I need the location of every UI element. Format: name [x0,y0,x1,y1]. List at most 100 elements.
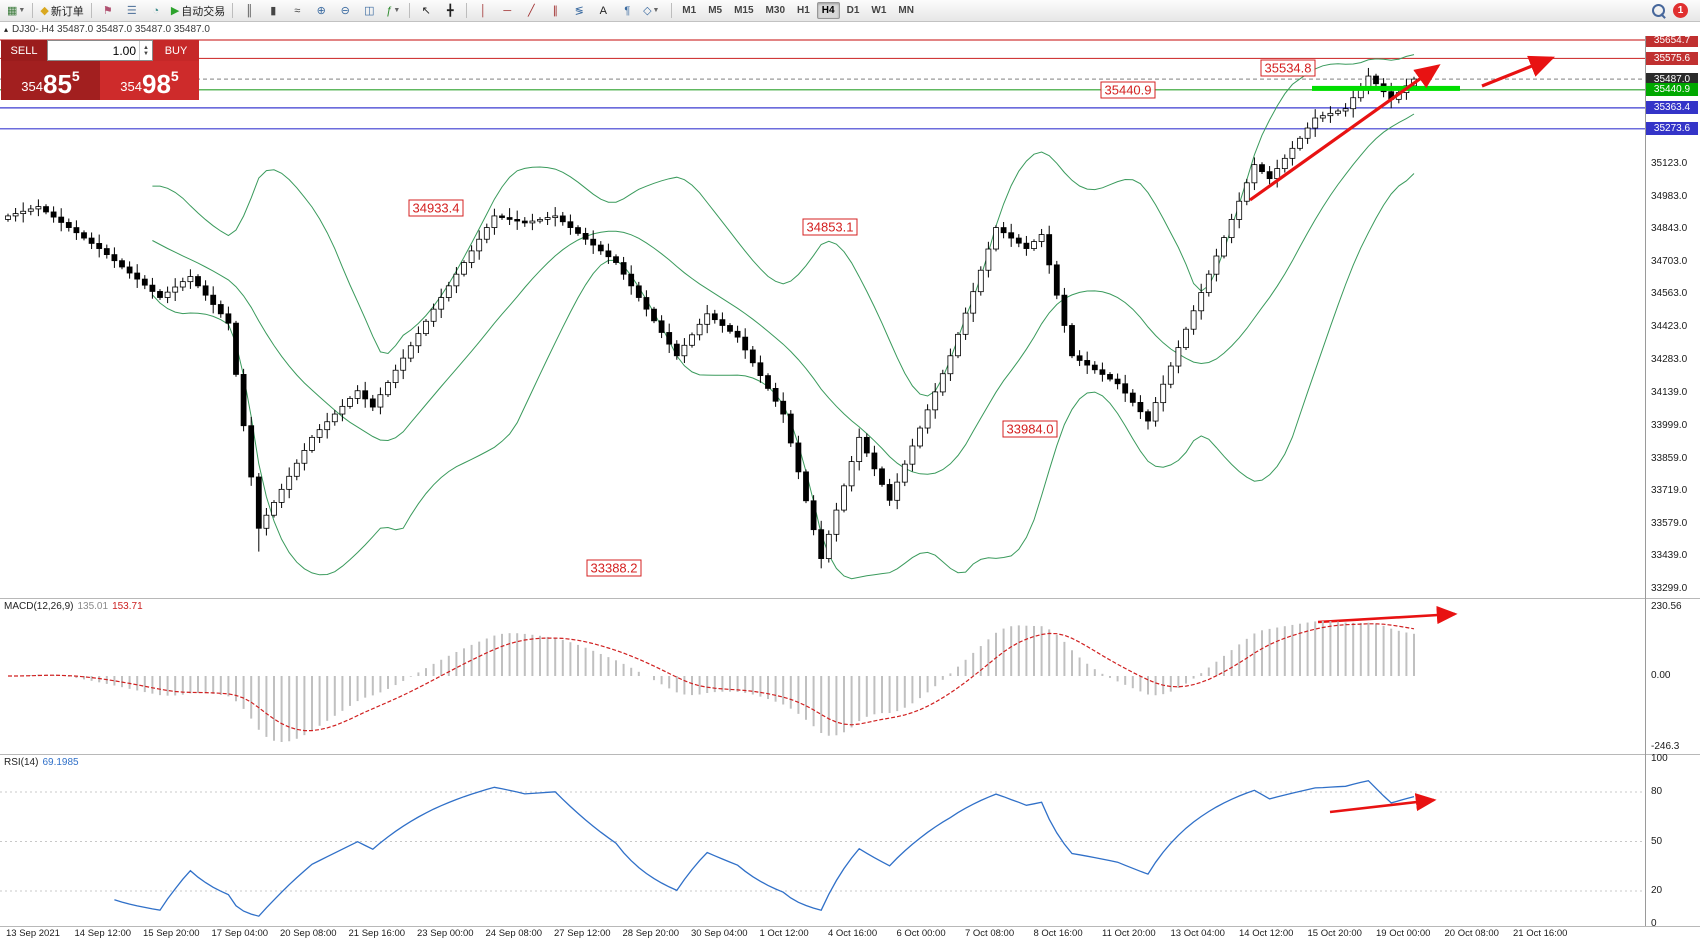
time-axis-label: 27 Sep 12:00 [554,928,611,939]
new-order-button[interactable]: ◆ 新订单 [38,2,85,20]
community-icon: ◔ [152,4,160,17]
timeframe-M15[interactable]: M15 [734,5,754,16]
toolbar-separator [671,3,673,18]
timeframe-H4[interactable]: H4 [816,2,840,19]
price-axis-label: 34283.0 [1651,353,1688,365]
zoom-in-icon[interactable]: ⊕ [310,2,332,20]
price-axis-label: 34139.0 [1651,387,1688,399]
cursor-icon[interactable]: ↖ [415,2,437,20]
spin-down-icon[interactable]: ▼ [143,50,149,57]
price-level-flag: 35487.0 [1646,72,1698,86]
time-axis-label: 20 Sep 08:00 [280,928,337,939]
price-axis-label: 34983.0 [1651,190,1688,202]
price-annotation[interactable]: 34853.1 [802,218,858,236]
time-axis-label: 19 Oct 00:00 [1376,928,1431,939]
macd-indicator-label: MACD(12,26,9) 135.01 153.71 [4,601,143,612]
price-annotation[interactable]: 34933.4 [408,199,464,217]
timeframe-M30[interactable]: M30 [765,5,785,16]
autotrading-icon: ▶ [170,5,180,17]
autotrading-button[interactable]: ▶ 自动交易 [169,2,227,20]
sell-price-big: 85 [42,69,72,99]
fibonacci-icon: ≶ [574,5,584,17]
sell-price[interactable]: 354 85 5 [1,61,100,100]
time-axis-label: 4 Oct 16:00 [828,928,878,939]
toolbar-separator [409,3,411,18]
chart-menu-icon[interactable]: ▴ [4,24,9,34]
shapes-icon: ◇ [643,5,652,17]
tile-windows-icon[interactable]: ◫ [358,2,380,20]
volume-value[interactable]: 1.00 [112,43,136,58]
price-axis-label: 33999.0 [1651,419,1688,431]
timeframe-W1[interactable]: W1 [871,5,887,16]
profile-icon[interactable]: ☰ [121,2,143,20]
timeframe-H1[interactable]: H1 [797,5,810,16]
notification-badge[interactable]: 1 [1673,3,1688,18]
time-axis-label: 14 Oct 12:00 [1239,928,1294,939]
horizontal-line-icon[interactable]: ─ [496,2,518,20]
shapes-icon[interactable]: ◇ ▼ [640,2,662,20]
autotrading-label: 自动交易 [181,5,226,18]
trendline-icon[interactable]: ╱ [520,2,542,20]
spin-up-icon[interactable]: ▲ [143,44,149,51]
bars-chart-icon[interactable]: ║ [238,2,260,20]
price-annotation[interactable]: 35534.8 [1260,59,1316,77]
toolbar-separator [232,3,234,18]
sell-price-small: 354 [21,79,43,94]
price-annotation[interactable]: 33984.0 [1002,420,1058,438]
price-annotation[interactable]: 33388.2 [586,559,642,577]
price-level-flag: 35440.9 [1646,83,1698,97]
vertical-line-icon[interactable]: │ [472,2,494,20]
label-icon[interactable]: ¶ [616,2,638,20]
timeframe-D1[interactable]: D1 [846,5,860,16]
volume-input[interactable]: 1.00 ▲ ▼ [47,40,153,61]
trendline-icon: ╱ [527,5,535,17]
price-axis-label: 33579.0 [1651,517,1688,529]
timeframe-MN[interactable]: MN [898,5,914,16]
price-axis-label: 34423.0 [1651,321,1688,333]
buy-button[interactable]: BUY [153,40,199,61]
buy-price-sup: 5 [170,68,179,84]
line-chart-icon[interactable]: ≈ [286,2,308,20]
time-axis-label: 8 Oct 16:00 [1033,928,1083,939]
macd-axis-label: 0.00 [1651,670,1671,681]
time-axis-label: 13 Sep 2021 [6,928,60,939]
channel-icon[interactable]: ∥ [544,2,566,20]
buy-price[interactable]: 354 98 5 [100,61,199,100]
label-icon: ¶ [624,4,631,17]
cursor-icon: ↖ [421,5,431,17]
candles-chart-icon[interactable]: ▮ [262,2,284,20]
time-axis-label: 15 Oct 20:00 [1307,928,1362,939]
timeframe-M5[interactable]: M5 [708,5,723,16]
price-annotation[interactable]: 35440.9 [1100,81,1156,99]
candles-chart-icon: ▮ [270,5,277,17]
price-axis-label: 33439.0 [1651,550,1688,562]
new-chart-icon[interactable]: ▦ ▼ [5,2,27,20]
timeframe-M1[interactable]: M1 [682,5,697,16]
crosshair-icon[interactable]: ╋ [439,2,461,20]
toolbar-buttons: ▦ ▼ ◆ 新订单 ⚑ ☰ ◔ ▶ 自动交易 ║ ▮ ≈ ⊕ ⊖ ◫ ƒ ▼ ↖ ╋ │ ─ ╱ ∥ ≶ A ¶ ◇ ▼ [4,2,663,20]
fibonacci-icon[interactable]: ≶ [568,2,590,20]
price-axis-label: 33859.0 [1651,452,1688,464]
rsi-axis-label: 80 [1651,786,1663,797]
time-axis-label: 30 Sep 04:00 [691,928,748,939]
channel-icon: ∥ [552,5,559,17]
zoom-in-icon: ⊕ [316,5,326,17]
buy-price-big: 98 [141,69,171,99]
zoom-out-icon[interactable]: ⊖ [334,2,356,20]
rsi-axis-label: 100 [1651,753,1668,764]
volume-spinner[interactable]: ▲ ▼ [139,41,152,60]
rsi-name: RSI(14) [4,757,39,768]
community-icon[interactable]: ◔ [145,2,167,20]
indicators-icon[interactable]: ƒ ▼ [382,2,404,20]
market-icon[interactable]: ⚑ [97,2,119,20]
price-axis-label: 35123.0 [1651,157,1688,169]
toolbar: ▦ ▼ ◆ 新订单 ⚑ ☰ ◔ ▶ 自动交易 ║ ▮ ≈ ⊕ ⊖ ◫ ƒ ▼ ↖ ╋ │ ─ ╱ ∥ ≶ A ¶ ◇ ▼ M1 M5 M1… [0,0,1700,22]
indicators-icon: ƒ [386,4,393,17]
rsi-value: 69.1985 [42,757,79,768]
text-icon[interactable]: A [592,2,614,20]
search-icon[interactable] [1652,4,1665,17]
sell-button[interactable]: SELL [1,40,47,61]
one-click-trading-panel: SELL 1.00 ▲ ▼ BUY 354 85 5 354 98 5 [1,40,199,100]
